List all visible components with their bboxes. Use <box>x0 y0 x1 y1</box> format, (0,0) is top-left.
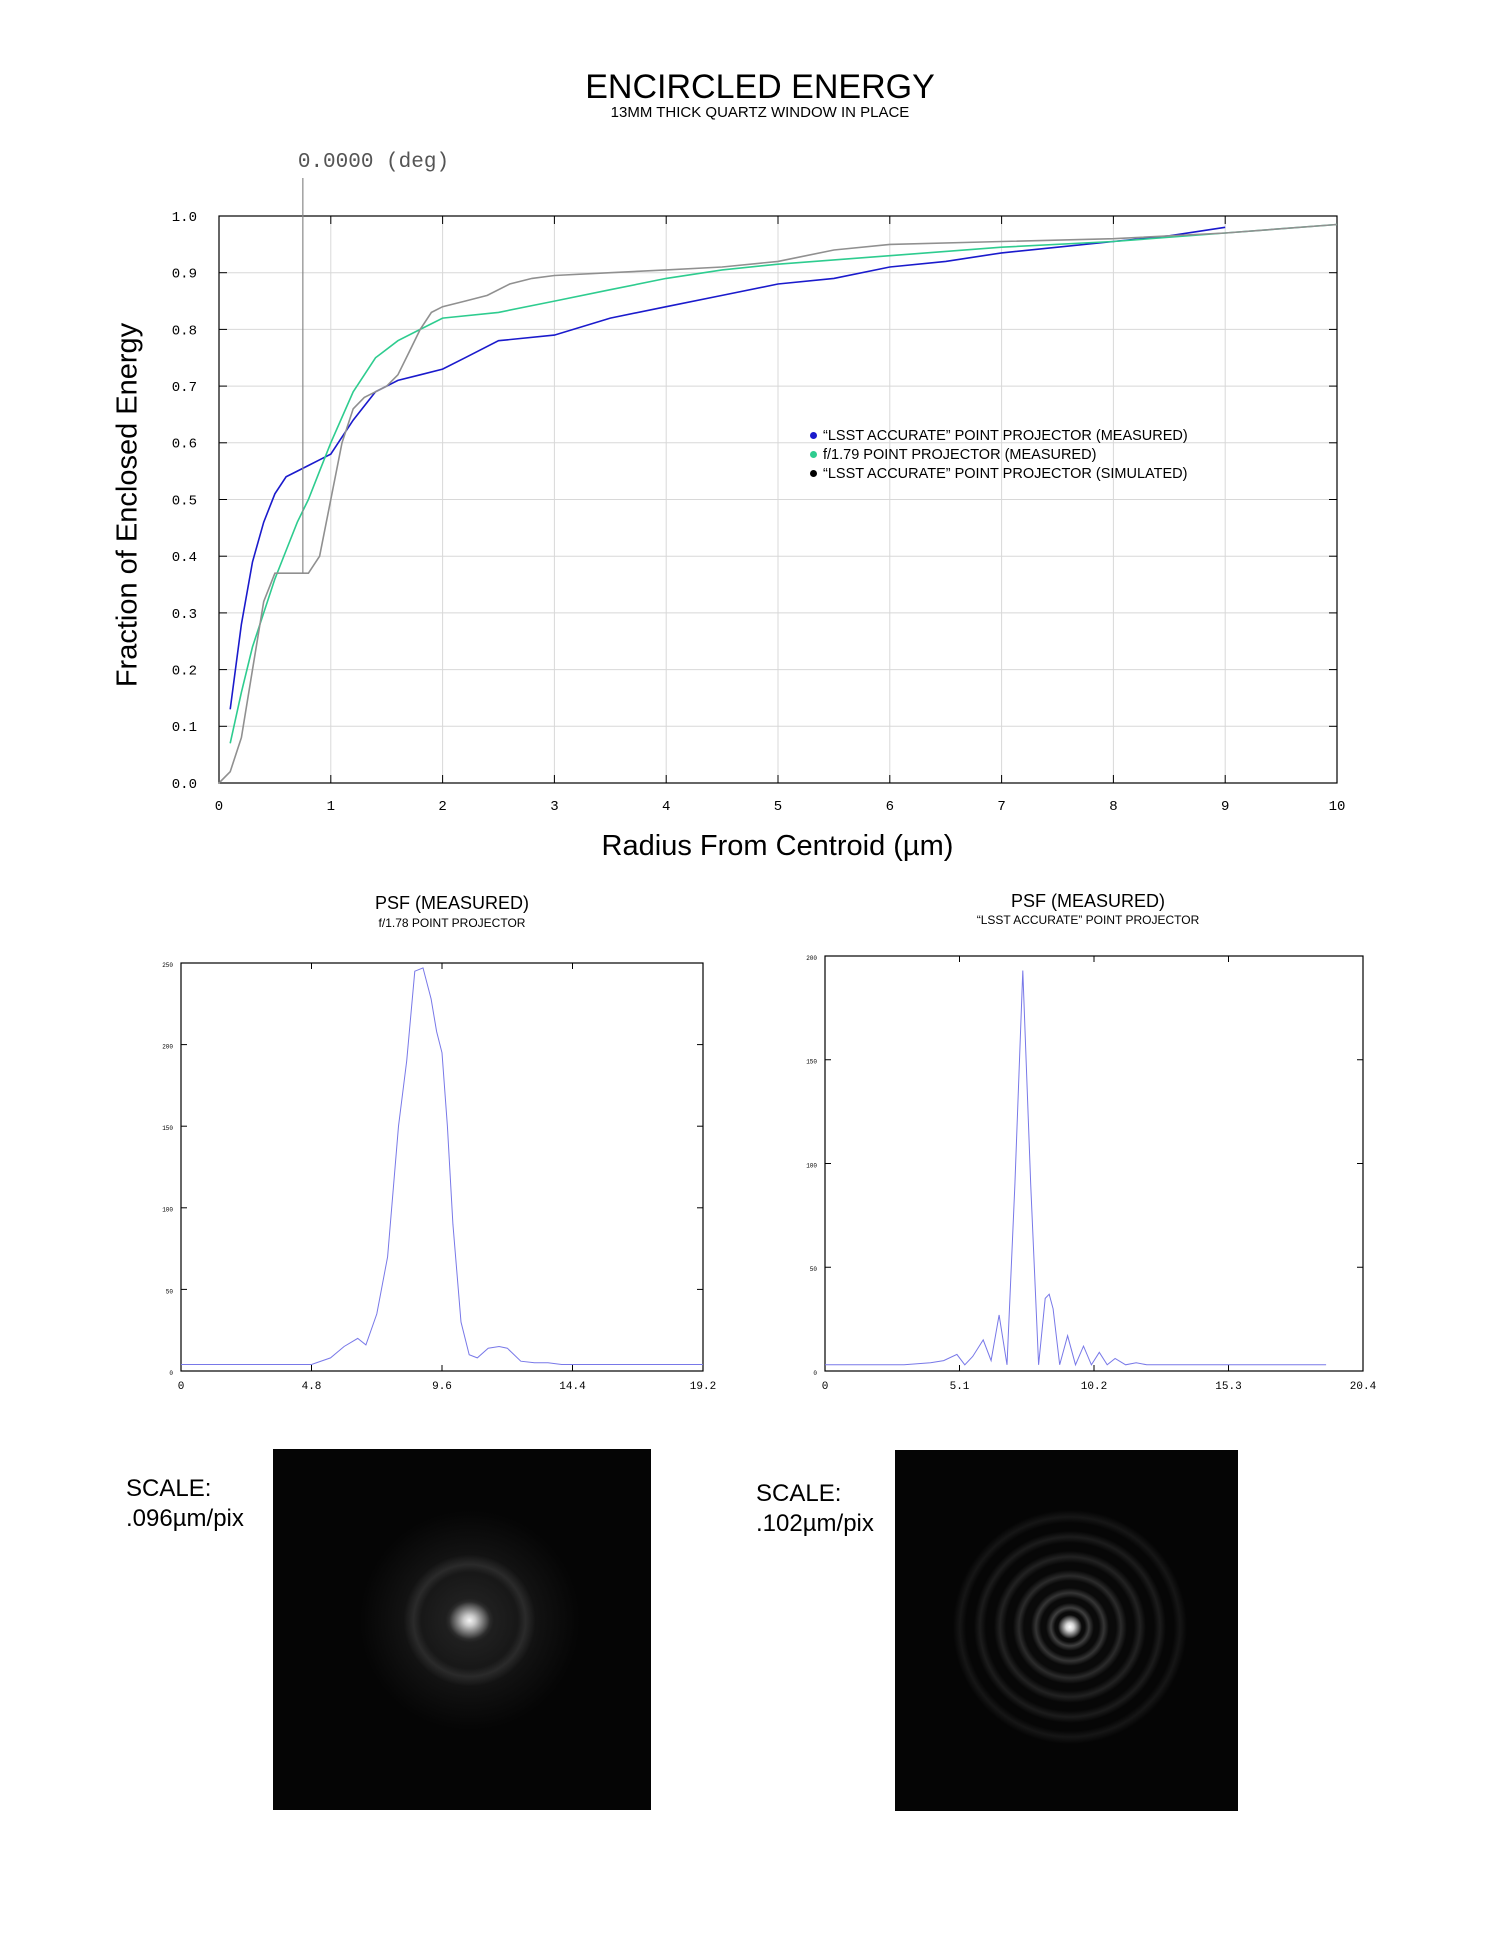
x-tick-label: 8 <box>1109 799 1117 815</box>
x-tick-label: 10 <box>1329 799 1346 815</box>
y-tick-label: 0.9 <box>172 267 197 283</box>
x-tick-label: 0 <box>215 799 223 815</box>
scale-value: .096µm/pix <box>126 1505 244 1532</box>
y-tick-label: 0 <box>169 1370 173 1377</box>
y-axis-label: Fraction of Enclosed Energy <box>111 322 144 688</box>
x-tick-label: 0 <box>822 1381 829 1393</box>
legend-entry: “LSST ACCURATE” POINT PROJECTOR (SIMULAT… <box>810 465 1188 484</box>
psf-profile-lsst: 0 5.1 10.2 15.3 20.4 0 50 100 150 200 <box>806 955 1376 1393</box>
x-axis-label: Radius From Centroid (µm) <box>601 830 954 862</box>
series-line-0 <box>229 226 1226 710</box>
angle-marker-label: 0.0000 (deg) <box>298 151 449 174</box>
x-tick-label: 5 <box>774 799 782 815</box>
y-tick-label: 150 <box>806 1059 817 1066</box>
scale-label-1: SCALE: .096µm/pix <box>126 1474 244 1534</box>
y-tick-label: 0.2 <box>172 664 197 680</box>
x-tick-label: 9 <box>1221 799 1229 815</box>
psf-1-title: PSF (MEASURED) <box>374 893 529 913</box>
y-tick-label: 100 <box>806 1162 817 1169</box>
y-tick-label: 0.7 <box>172 380 197 396</box>
x-tick-label: 4 <box>662 799 670 815</box>
y-tick-label: 0.4 <box>172 550 197 566</box>
legend: “LSST ACCURATE” POINT PROJECTOR (MEASURE… <box>810 427 1188 484</box>
x-tick-label: 15.3 <box>1215 1381 1241 1393</box>
legend-swatch <box>810 451 817 458</box>
y-tick-label: 0.5 <box>172 493 197 509</box>
y-tick-label: 1.0 <box>172 210 197 226</box>
y-tick-label: 0.6 <box>172 437 197 453</box>
x-tick-label: 3 <box>550 799 558 815</box>
plot-frame <box>218 215 1338 784</box>
x-tick-label: 9.6 <box>432 1381 452 1393</box>
y-tick-label: 200 <box>162 1043 173 1050</box>
plot-frame <box>824 955 1364 1372</box>
y-tick-label: 0.0 <box>172 777 197 793</box>
x-tick-label: 4.8 <box>302 1381 322 1393</box>
y-tick-label: 200 <box>806 955 817 962</box>
y-tick-label: 50 <box>166 1288 174 1295</box>
encircled-energy-plot: 0 1 2 3 4 5 6 7 8 9 10 0.0 0.1 0.2 0.3 0.4 0.5 0.6 0.7 0.8 0… <box>172 151 1346 815</box>
y-tick-label: 0.3 <box>172 607 197 623</box>
x-tick-label: 5.1 <box>950 1381 970 1393</box>
legend-entry: “LSST ACCURATE” POINT PROJECTOR (MEASURE… <box>810 427 1188 446</box>
x-tick-label: 14.4 <box>559 1381 586 1393</box>
psf-2-subtitle: “LSST ACCURATE” POINT PROJECTOR <box>976 913 1200 927</box>
psf-1-subtitle: f/1.78 POINT PROJECTOR <box>378 916 526 930</box>
y-tick-label: 150 <box>162 1125 173 1132</box>
legend-entry: f/1.79 POINT PROJECTOR (MEASURED) <box>810 446 1188 465</box>
series-line-0 <box>825 970 1327 1367</box>
x-tick-label: 20.4 <box>1350 1381 1377 1393</box>
x-tick-label: 7 <box>997 799 1005 815</box>
scale-heading: SCALE: <box>126 1475 212 1502</box>
chart-subtitle: 13MM THICK QUARTZ WINDOW IN PLACE <box>610 104 910 121</box>
series-line-2 <box>218 223 1338 784</box>
x-tick-label: 19.2 <box>690 1381 716 1393</box>
psf-profile-f178: 0 4.8 9.6 14.4 19.2 0 50 100 150 200 250 <box>162 962 716 1393</box>
y-tick-label: 100 <box>162 1207 173 1214</box>
x-tick-label: 2 <box>438 799 446 815</box>
y-tick-label: 0.8 <box>172 323 197 339</box>
legend-label: “LSST ACCURATE” POINT PROJECTOR (SIMULAT… <box>823 466 1188 482</box>
psf-2-title: PSF (MEASURED) <box>1010 891 1165 911</box>
series-line-1 <box>229 223 1338 744</box>
scale-heading: SCALE: <box>756 1480 842 1507</box>
chart-title: ENCIRCLED ENERGY <box>585 68 935 106</box>
plot-frame <box>180 962 704 1372</box>
psf-image-lsst <box>895 1450 1238 1811</box>
scale-value: .102µm/pix <box>756 1510 874 1537</box>
y-tick-label: 250 <box>162 962 173 969</box>
y-tick-label: 50 <box>810 1266 818 1273</box>
scale-label-2: SCALE: .102µm/pix <box>756 1479 874 1539</box>
legend-label: “LSST ACCURATE” POINT PROJECTOR (MEASURE… <box>823 428 1188 444</box>
y-tick-label: 0 <box>813 1370 817 1377</box>
legend-label: f/1.79 POINT PROJECTOR (MEASURED) <box>823 447 1097 463</box>
psf-image-f178 <box>273 1449 651 1810</box>
legend-swatch <box>810 432 817 439</box>
x-tick-label: 6 <box>886 799 894 815</box>
series-line-0 <box>181 967 703 1365</box>
legend-swatch <box>810 470 817 477</box>
y-tick-label: 0.1 <box>172 720 197 736</box>
x-tick-label: 1 <box>327 799 335 815</box>
x-tick-label: 0 <box>178 1381 185 1393</box>
x-tick-label: 10.2 <box>1081 1381 1107 1393</box>
